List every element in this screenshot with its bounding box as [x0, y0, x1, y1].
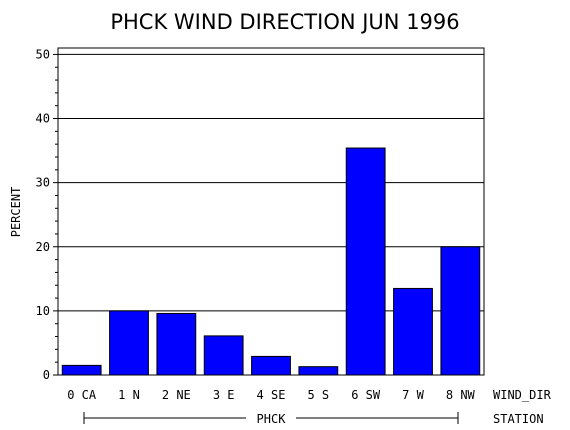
y-tick-label: 10 — [36, 304, 50, 318]
x-tick-label: 2 NE — [162, 388, 191, 402]
station-name: PHCK — [257, 412, 287, 426]
gridlines — [58, 53, 484, 312]
station-label: STATION — [493, 412, 544, 426]
y-axis: 0 10 20 30 40 50 — [36, 47, 58, 382]
bar — [298, 366, 339, 376]
y-axis-label: PERCENT — [9, 187, 23, 238]
x-tick-label: 5 S — [307, 388, 329, 402]
station-name-background — [246, 410, 296, 426]
x-tick-label: 6 SW — [351, 388, 381, 402]
y-tick-label: 40 — [36, 112, 50, 126]
y-tick-label: 0 — [43, 368, 50, 382]
x-axis-label: WIND_DIR — [493, 388, 552, 402]
y-tick-label: 20 — [36, 240, 50, 254]
x-axis: 0 CA 1 N 2 NE 3 E 4 SE 5 S 6 SW 7 W 8 NW — [67, 388, 475, 402]
bar — [109, 310, 149, 376]
bar — [156, 312, 197, 376]
x-tick-label: 0 CA — [67, 388, 97, 402]
bar — [61, 364, 102, 376]
bar — [203, 335, 244, 376]
bar — [345, 147, 386, 376]
x-tick-label: 8 NW — [446, 388, 476, 402]
bar — [393, 287, 433, 376]
x-tick-label: 3 E — [213, 388, 235, 402]
bar — [251, 355, 291, 376]
x-tick-label: 1 N — [118, 388, 140, 402]
y-tick-label: 30 — [36, 176, 50, 190]
chart-title: PHCK WIND DIRECTION JUN 1996 — [110, 10, 459, 34]
plot-frame — [57, 47, 485, 376]
x-tick-label: 4 SE — [257, 388, 286, 402]
y-tick-label: 50 — [36, 47, 50, 61]
bar — [440, 246, 481, 376]
bars — [61, 147, 481, 376]
x-tick-label: 7 W — [402, 388, 424, 402]
